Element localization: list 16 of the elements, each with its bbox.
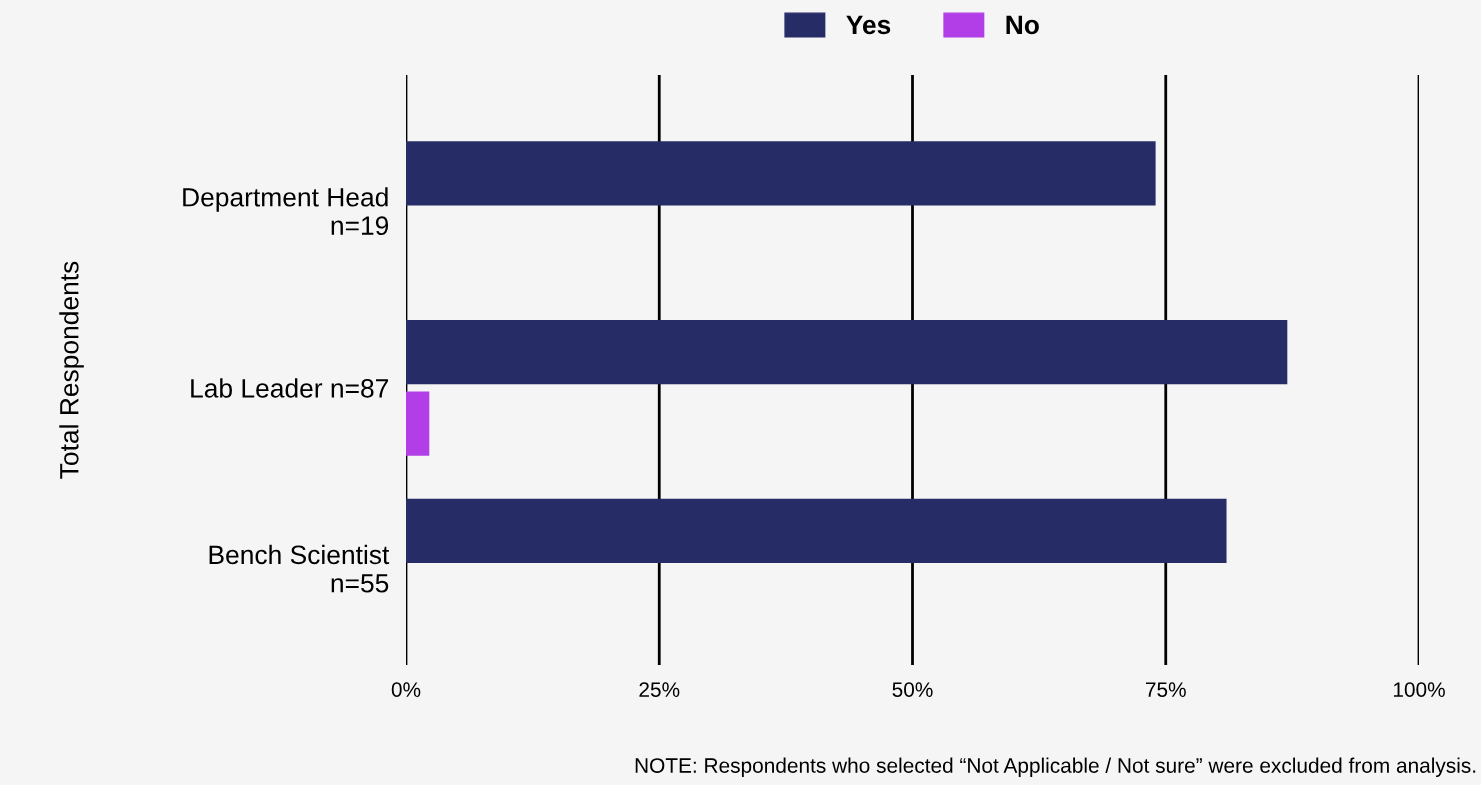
x-tick-label: 25% — [639, 682, 680, 697]
x-tick-label: 100% — [1393, 682, 1445, 697]
x-tick-label: 75% — [1145, 682, 1186, 697]
bar — [406, 391, 430, 456]
x-tick-label: 50% — [892, 682, 933, 697]
y-axis-title: Total Respondents — [59, 261, 84, 479]
bar — [406, 319, 1288, 385]
y-tick-label: Department Head n=19 — [183, 187, 389, 236]
legend-label: No — [1006, 15, 1039, 35]
y-tick-label: Lab Leader n=87 — [191, 378, 389, 398]
bar — [406, 498, 1227, 564]
bar — [406, 141, 1156, 206]
legend-label: Yes — [846, 15, 891, 35]
y-tick-label: Bench Scientist n=55 — [209, 544, 390, 593]
x-tick-label: 0% — [391, 682, 421, 697]
text: NOTE: Respondents who selected “Not Applicable / Not sure” were excluded from analysis. — [635, 757, 1476, 777]
